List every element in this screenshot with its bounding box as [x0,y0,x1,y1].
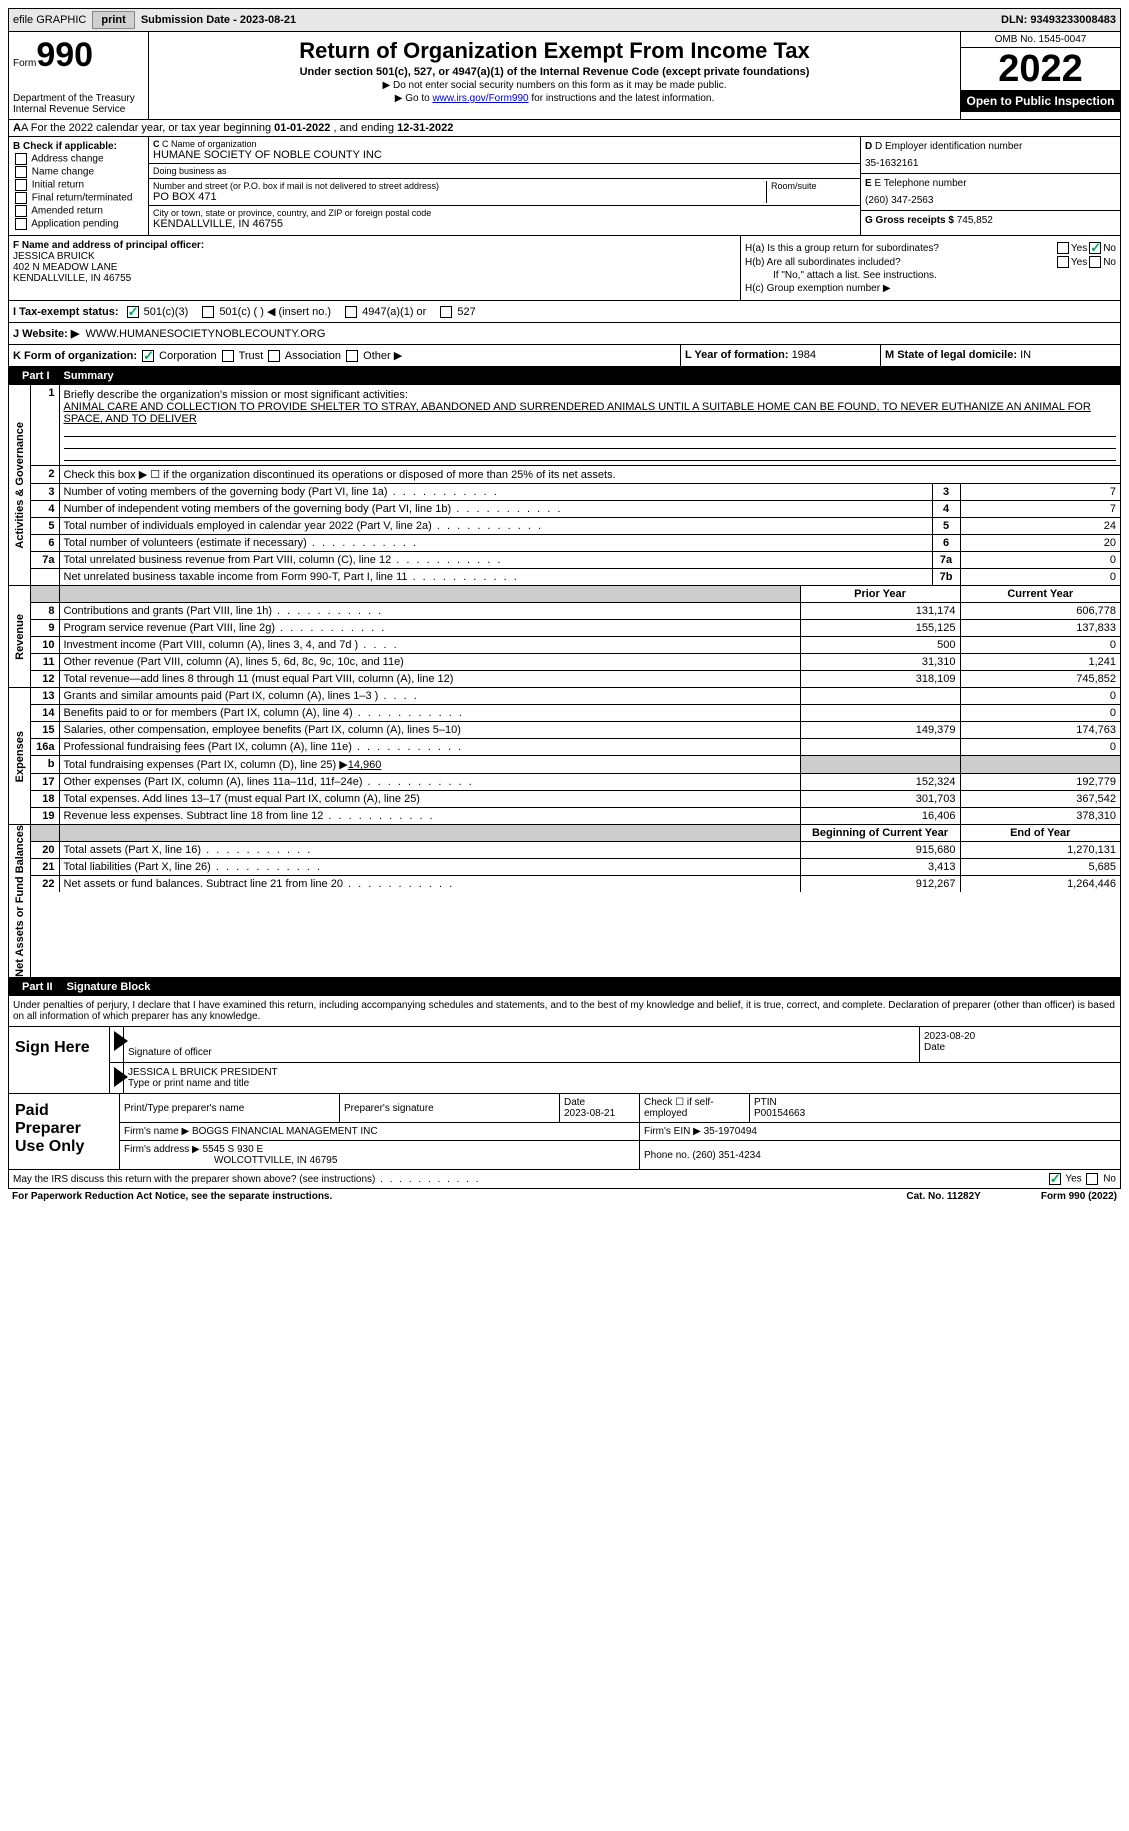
ein-cell: D D Employer identification number 35-16… [861,137,1120,174]
line-20: Total assets (Part X, line 16) [59,842,800,859]
chk-initial-return[interactable] [15,179,27,191]
street-cell: Number and street (or P.O. box if mail i… [149,179,860,206]
line-8: Contributions and grants (Part VIII, lin… [59,603,800,620]
mission-cell: Briefly describe the organization's miss… [59,385,1120,466]
line-18: Total expenses. Add lines 13–17 (must eq… [59,791,800,808]
omb-number: OMB No. 1545-0047 [961,32,1120,48]
gross-cell: G Gross receipts $ 745,852 [861,211,1120,230]
line-9: Program service revenue (Part VIII, line… [59,620,800,637]
activities-governance: Activities & Governance 1 Briefly descri… [8,385,1121,586]
chk-hb-yes[interactable] [1057,256,1069,268]
website-row: J Website: ▶ WWW.HUMANESOCIETYNOBLECOUNT… [8,323,1121,345]
vtab-net-assets: Net Assets or Fund Balances [14,825,26,977]
chk-discuss-yes[interactable] [1049,1173,1061,1185]
chk-final-return[interactable] [15,192,27,204]
line-2: Check this box ▶ ☐ if the organization d… [59,466,1120,484]
footer-line: For Paperwork Reduction Act Notice, see … [8,1189,1121,1204]
tax-year: 2022 [961,48,1120,90]
chk-corp[interactable] [142,350,154,362]
line-10: Investment income (Part VIII, column (A)… [59,637,800,654]
form-header: Form990 Department of the Treasury Inter… [8,32,1121,120]
paid-preparer: Paid Preparer Use Only Print/Type prepar… [8,1094,1121,1170]
part2-header: Part IISignature Block [8,978,1121,996]
form-subtitle: Under section 501(c), 527, or 4947(a)(1)… [155,66,954,78]
vtab-expenses: Expenses [14,731,26,782]
dept-treasury: Department of the Treasury Internal Reve… [13,93,144,115]
line-13: Grants and similar amounts paid (Part IX… [59,688,800,705]
line-21: Total liabilities (Part X, line 26) [59,859,800,876]
tax-exempt-status: I Tax-exempt status: 501(c)(3) 501(c) ( … [8,301,1121,323]
submission-date: Submission Date - 2023-08-21 [141,14,296,26]
vtab-governance: Activities & Governance [14,422,26,549]
ssn-note: ▶ Do not enter social security numbers o… [155,80,954,91]
chk-trust[interactable] [222,350,234,362]
chk-amended-return[interactable] [15,205,27,217]
form-title: Return of Organization Exempt From Incom… [155,38,954,64]
org-name-cell: C C Name of organization HUMANE SOCIETY … [149,137,860,164]
state-domicile: M State of legal domicile: IN [881,345,1121,367]
chk-4947[interactable] [345,306,357,318]
chk-527[interactable] [440,306,452,318]
city-cell: City or town, state or province, country… [149,206,860,232]
chk-other[interactable] [346,350,358,362]
goto-note: ▶ Go to www.irs.gov/Form990 for instruct… [155,93,954,104]
line-4: Number of independent voting members of … [59,501,932,518]
dba-cell: Doing business as [149,164,860,179]
chk-application-pending[interactable] [15,218,27,230]
part1-header: Part ISummary [8,367,1121,385]
revenue-section: Revenue Prior YearCurrent Year 8Contribu… [8,586,1121,688]
chk-address-change[interactable] [15,153,27,165]
chk-name-change[interactable] [15,166,27,178]
line-17: Other expenses (Part IX, column (A), lin… [59,774,800,791]
dln: DLN: 93493233008483 [1001,14,1116,26]
group-return: H(a) Is this a group return for subordin… [740,236,1120,300]
chk-501c3[interactable] [127,306,139,318]
chk-assoc[interactable] [268,350,280,362]
public-inspection: Open to Public Inspection [961,90,1120,112]
chk-hb-no[interactable] [1089,256,1101,268]
vtab-revenue: Revenue [14,614,26,660]
irs-link[interactable]: www.irs.gov/Form990 [432,93,528,104]
net-assets-section: Net Assets or Fund Balances Beginning of… [8,825,1121,978]
line-14: Benefits paid to or for members (Part IX… [59,705,800,722]
phone-cell: E E Telephone number (260) 347-2563 [861,174,1120,211]
line-16a: Professional fundraising fees (Part IX, … [59,739,800,756]
print-button[interactable]: print [92,11,134,29]
line-7b: Net unrelated business taxable income fr… [59,569,932,586]
chk-ha-no[interactable] [1089,242,1101,254]
line-3: Number of voting members of the governin… [59,484,932,501]
chk-501c[interactable] [202,306,214,318]
col-b-checkboxes: B Check if applicable: Address change Na… [9,137,149,235]
form-of-org: K Form of organization: Corporation Trus… [8,345,681,367]
perjury-declaration: Under penalties of perjury, I declare th… [8,996,1121,1027]
chk-ha-yes[interactable] [1057,242,1069,254]
line-5: Total number of individuals employed in … [59,518,932,535]
expenses-section: Expenses 13Grants and similar amounts pa… [8,688,1121,825]
line-15: Salaries, other compensation, employee b… [59,722,800,739]
top-toolbar: efile GRAPHIC print Submission Date - 20… [8,8,1121,32]
efile-label: efile GRAPHIC [13,14,86,26]
line-6: Total number of volunteers (estimate if … [59,535,932,552]
year-formation: L Year of formation: 1984 [681,345,881,367]
line-19: Revenue less expenses. Subtract line 18 … [59,808,800,825]
line-22: Net assets or fund balances. Subtract li… [59,876,800,893]
form-number: Form990 [13,36,144,75]
line-12: Total revenue—add lines 8 through 11 (mu… [59,671,800,688]
line-7a: Total unrelated business revenue from Pa… [59,552,932,569]
line-16b: Total fundraising expenses (Part IX, col… [59,756,800,774]
row-a-period: AA For the 2022 calendar year, or tax ye… [8,120,1121,137]
chk-discuss-no[interactable] [1086,1173,1098,1185]
discuss-row: May the IRS discuss this return with the… [8,1170,1121,1189]
sign-here: Sign Here Signature of officer 2023-08-2… [8,1027,1121,1094]
principal-officer: F Name and address of principal officer:… [9,236,740,300]
line-11: Other revenue (Part VIII, column (A), li… [59,654,800,671]
